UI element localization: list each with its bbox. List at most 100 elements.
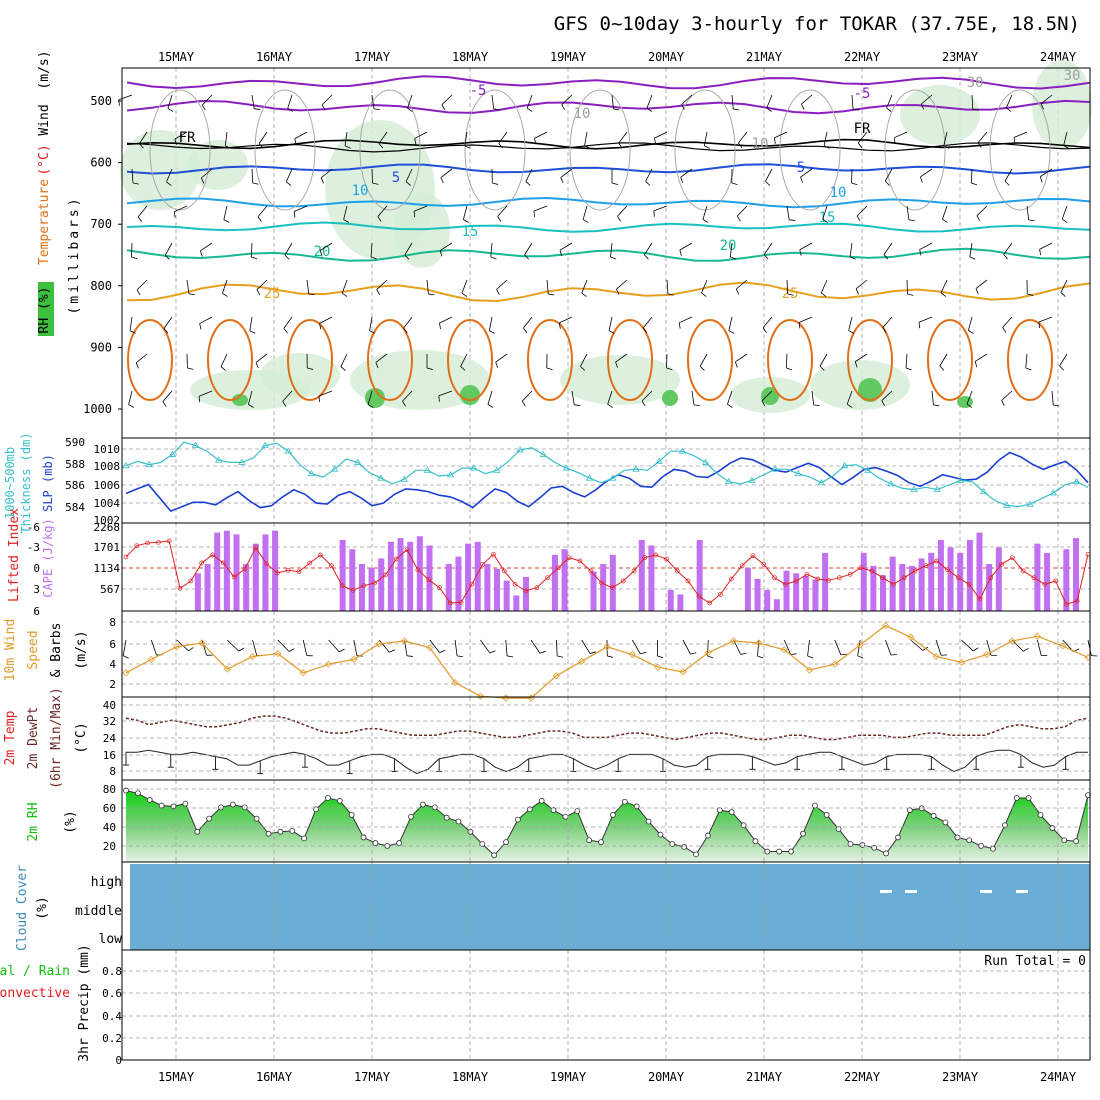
wind-barb-flag — [893, 137, 896, 144]
wind-barb-flag — [773, 137, 776, 144]
lifted-index-marker — [620, 578, 626, 584]
upper-wind-barb — [642, 316, 653, 329]
lifted-index-marker — [674, 568, 680, 574]
upper-wind-barb — [560, 168, 573, 178]
upper-wind-barb — [728, 316, 733, 331]
precip-axis-label: 3hr Precip (mm) — [77, 944, 92, 1061]
upper-wind-barb — [1026, 205, 1030, 220]
upper-wind-barb — [1002, 316, 1013, 328]
wind-barb-flag — [918, 322, 921, 329]
wind-barb-flag — [369, 330, 376, 334]
rh-marker — [194, 828, 201, 835]
cape-tick-label: 1701 — [94, 541, 121, 554]
upper-wind-barb — [344, 131, 348, 146]
wind-barb-flag — [851, 182, 858, 186]
cape-bar — [551, 554, 558, 611]
rh-shading-high — [460, 385, 480, 405]
wind10-tick-label: 6 — [109, 638, 116, 651]
bottom-date-label: 15MAY — [158, 1070, 195, 1084]
upper-wind-barb — [1063, 131, 1068, 146]
upper-wind-barb — [491, 94, 495, 109]
lifted-index-marker — [912, 568, 918, 574]
wind-barb-flag — [766, 107, 772, 112]
wind-barb-flag — [293, 211, 296, 218]
precip-total-rain-label: Total / Rain — [0, 964, 70, 979]
wind-barb-flag — [339, 648, 345, 653]
wind-barb-flag — [1025, 367, 1032, 371]
rh-tick-label: 80 — [103, 783, 116, 796]
wind-barb-flag — [308, 293, 315, 296]
wind-barb-flag — [678, 322, 681, 329]
lifted-index-marker — [664, 556, 669, 562]
cape-bar — [513, 595, 520, 611]
rh-marker — [360, 834, 367, 841]
thickness-marker — [956, 476, 965, 483]
temperature-contour — [126, 163, 1091, 175]
temperature-contour-25 — [527, 319, 573, 401]
rh-shading — [350, 350, 490, 410]
cape-bar — [995, 547, 1002, 611]
upper-wind-barb — [341, 279, 348, 294]
wind-barb-flag — [288, 648, 295, 652]
rh-tick-label: 20 — [103, 840, 116, 853]
thickness-marker — [864, 466, 872, 473]
upper-wind-barb — [727, 390, 733, 405]
rh-shading — [1032, 60, 1092, 150]
rh-axis-label: 2m RH — [26, 802, 41, 841]
wind-barb-flag — [666, 367, 673, 371]
wind10-marker — [375, 640, 383, 648]
upper-wind-barb — [976, 205, 988, 217]
wind-barb-flag — [813, 404, 820, 407]
rh-marker — [538, 797, 545, 804]
upper-wind-barb — [405, 168, 413, 182]
rh-shading — [900, 85, 980, 145]
upper-wind-barb — [255, 353, 268, 363]
thickness-tick-label: 588 — [65, 458, 85, 471]
thickness-marker — [979, 488, 988, 495]
upper-wind-barb — [703, 131, 708, 146]
wind-barb-flag — [707, 655, 714, 659]
rh-contour — [149, 89, 211, 211]
wind-barb-flag — [319, 323, 322, 330]
lifted-index-marker — [1009, 555, 1015, 561]
lifted-index-marker — [966, 581, 972, 587]
cape-bar — [957, 552, 964, 611]
rh-marker — [776, 848, 783, 855]
lifted-index-marker — [988, 575, 994, 581]
lifted-index-axis-label: Lifted Index — [7, 508, 22, 602]
thickness-marker — [887, 480, 895, 487]
upper-wind-barb — [774, 131, 788, 139]
rh-marker — [206, 815, 213, 822]
wind10-marker — [426, 644, 434, 652]
temp-axis-label: 2m Temp — [3, 710, 18, 765]
wind-barb-flag — [1059, 365, 1064, 371]
temp-tick-label: 8 — [109, 765, 116, 778]
thickness-marker — [493, 466, 501, 473]
thickness-marker — [168, 450, 177, 457]
lifted-index-marker — [707, 600, 713, 606]
cape-bar — [397, 538, 404, 611]
lifted-index-marker — [934, 558, 940, 564]
lifted-index-marker — [188, 578, 194, 584]
contour-label: 20 — [314, 244, 331, 260]
upper-wind-barb — [375, 353, 388, 363]
lifted-index-marker — [761, 561, 767, 567]
lifted-index-marker — [307, 560, 313, 566]
wind10-barb — [302, 639, 308, 656]
rh-shading-high — [232, 394, 248, 406]
wind-barb-flag — [919, 249, 922, 256]
cape-bar — [696, 539, 703, 611]
upper-wind-barb — [321, 94, 333, 106]
wind-barb-flag — [757, 655, 764, 659]
rh-marker — [372, 840, 379, 846]
slp-line — [125, 451, 1089, 513]
rh-marker — [716, 807, 723, 814]
lifted-index-marker — [404, 547, 410, 553]
wind-barb-flag — [645, 181, 651, 186]
thickness-marker — [215, 456, 223, 463]
thickness-marker — [678, 447, 687, 454]
cape-bar — [783, 570, 790, 611]
wind10-barb — [631, 639, 641, 655]
thickness-marker — [609, 474, 617, 481]
panel-frame-temp — [121, 696, 1091, 781]
